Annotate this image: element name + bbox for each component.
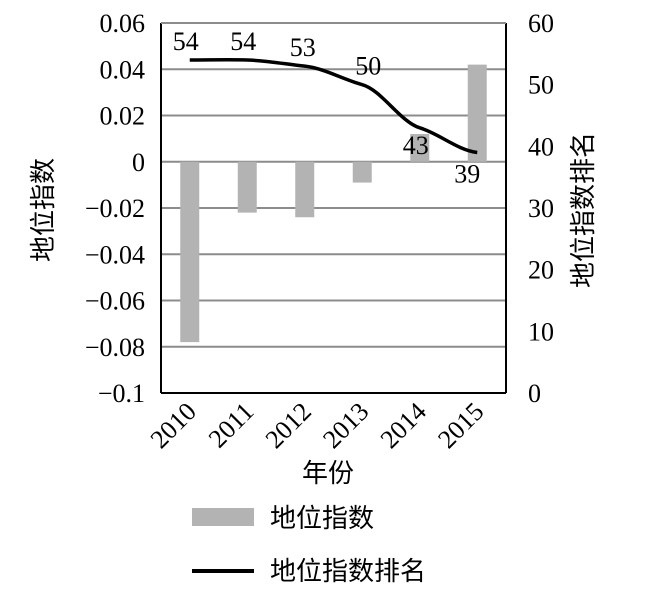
rank-label-2010: 54 [173,27,199,56]
x-tick-label: 2013 [317,397,374,454]
bar-2015 [467,64,487,162]
x-axis-title: 年份 [302,459,354,489]
rank-line [189,58,478,155]
rank-label-2011: 54 [230,27,256,56]
x-tick-label: 2014 [375,397,432,454]
x-axis-ticks: 2010 2011 2012 2013 2014 2015 [145,397,490,454]
bar-2011 [237,161,257,213]
bar-2014 [410,134,430,162]
rank-label-2014: 43 [403,131,429,160]
line-series-position-rank [189,58,478,155]
right-axis-ticks: 60 50 40 30 20 10 0 [528,9,554,408]
gridlines [161,22,506,394]
bar-2012 [295,161,315,218]
left-tick-label: −0.04 [85,240,145,269]
left-tick-label: 0.06 [100,9,146,38]
plot-frame [160,22,507,394]
right-axis-title: 地位指数排名 [569,132,599,288]
x-tick-label: 2015 [432,397,489,454]
right-tick-label: 10 [528,317,554,346]
left-tick-label: 0.02 [100,102,146,131]
legend-label-line: 地位指数排名 [270,557,426,587]
right-tick-label: 40 [528,132,554,161]
left-tick-label: −0.06 [85,287,145,316]
left-axis-ticks: 0.06 0.04 0.02 0 −0.02 −0.04 −0.06 −0.08 −0.1 [85,9,145,408]
rank-label-2013: 50 [355,52,381,81]
legend-label-bar: 地位指数 [270,504,374,534]
left-tick-label: −0.1 [98,379,145,408]
rank-label-2015: 39 [454,160,480,189]
right-tick-label: 60 [528,9,554,38]
bar-series-position-index [180,64,487,343]
x-tick-label: 2011 [203,397,260,454]
line-data-labels: 54 54 53 50 43 39 [173,27,481,189]
rank-label-2012: 53 [290,33,316,62]
bar-2013 [352,161,372,183]
left-tick-label: −0.08 [85,333,145,362]
bar-2010 [180,161,200,343]
left-tick-label: −0.02 [85,194,145,223]
left-tick-label: 0.04 [100,55,146,84]
right-tick-label: 0 [528,379,541,408]
legend: 地位指数 地位指数排名 [192,504,426,587]
legend-swatch-bar [192,508,254,526]
x-tick-label: 2010 [145,397,202,454]
left-axis-title: 地位指数 [29,158,59,262]
left-tick-label: 0 [132,148,145,177]
right-tick-label: 50 [528,71,554,100]
right-tick-label: 20 [528,256,554,285]
right-tick-label: 30 [528,194,554,223]
x-tick-label: 2012 [260,397,317,454]
